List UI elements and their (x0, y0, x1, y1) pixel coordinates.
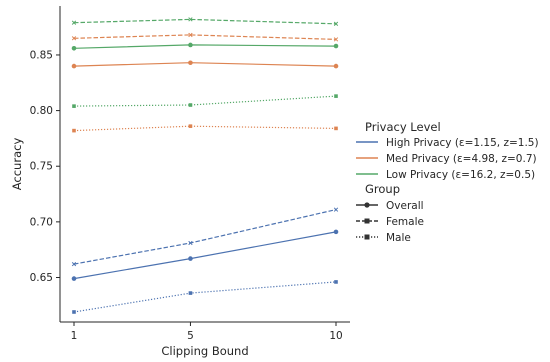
data-point-med-male (188, 124, 193, 128)
y-tick-label: 0.85 (30, 49, 53, 61)
legend-label-med-privacy: Med Privacy (ε=4.98, z=0.7) (386, 153, 537, 165)
series-line-low-overall (73, 44, 337, 49)
x-tick-label: 5 (187, 330, 194, 342)
data-point-high-overall (71, 276, 77, 281)
x-tick-label: 1 (71, 330, 78, 342)
series-line-high-male (73, 281, 337, 313)
data-point-high-female (71, 261, 77, 267)
legend-marker-female (364, 218, 370, 224)
data-point-med-overall (71, 63, 77, 69)
data-point-low-overall (333, 43, 339, 49)
data-point-low-female (188, 17, 193, 22)
data-point-high-overall (333, 229, 339, 235)
series-line-high-overall (73, 231, 337, 280)
legend-title-privacy: Privacy Level (365, 120, 441, 134)
data-point-high-male (72, 310, 76, 314)
legend-marker-male (364, 234, 370, 240)
series-line-med-female (73, 34, 337, 40)
legend: Privacy Level High Privacy (ε=1.15, z=1.… (356, 120, 539, 244)
data-point-low-male (334, 94, 338, 98)
data-point-high-female (333, 207, 339, 212)
series-line-low-female (73, 18, 337, 25)
data-point-med-overall (333, 63, 339, 69)
legend-label-low-privacy: Low Privacy (ε=16.2, z=0.5) (386, 169, 535, 181)
data-point-med-male (72, 128, 76, 133)
series-layer (71, 17, 339, 314)
series-line-low-male (73, 95, 337, 107)
data-point-high-overall (188, 256, 193, 261)
series-line-med-overall (73, 62, 337, 67)
x-tick-label: 10 (329, 330, 342, 342)
legend-marker-overall (364, 202, 370, 208)
data-point-high-male (334, 280, 338, 284)
data-point-low-male (188, 103, 193, 107)
legend-title-group: Group (365, 182, 400, 196)
data-point-low-overall (188, 42, 193, 48)
data-point-med-male (334, 126, 338, 131)
data-point-med-female (188, 32, 193, 38)
legend-label-overall: Overall (386, 200, 424, 212)
y-tick-label: 0.65 (30, 272, 53, 284)
data-point-low-female (71, 20, 77, 25)
data-point-low-male (72, 104, 76, 108)
data-point-high-male (188, 291, 193, 295)
plot-area: 0.650.700.750.800.85 1 5 10 (30, 6, 350, 342)
data-point-high-female (188, 240, 193, 246)
y-axis-title: Accuracy (10, 138, 24, 191)
data-point-med-female (333, 37, 339, 42)
data-point-low-female (333, 21, 339, 26)
data-point-med-female (71, 36, 77, 41)
y-axis-ticks: 0.65 0.70 0.75 0.80 0.85 (30, 49, 60, 284)
y-tick-label: 0.80 (30, 105, 53, 117)
series-line-med-male (73, 125, 337, 132)
y-tick-label: 0.75 (30, 161, 53, 173)
legend-label-female: Female (386, 216, 424, 228)
x-axis-title: Clipping Bound (161, 344, 248, 358)
legend-label-male: Male (386, 232, 411, 244)
y-tick-label: 0.70 (30, 216, 53, 228)
data-point-low-overall (71, 45, 77, 51)
x-axis-ticks: 1 5 10 (71, 322, 343, 342)
data-point-med-overall (188, 60, 193, 66)
legend-label-high-privacy: High Privacy (ε=1.15, z=1.5) (386, 137, 539, 149)
